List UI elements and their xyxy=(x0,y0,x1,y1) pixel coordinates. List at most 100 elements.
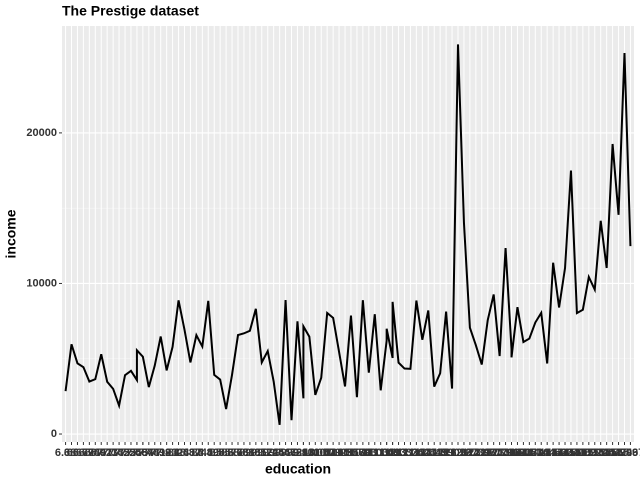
x-tick-label: 9.47 xyxy=(275,447,296,459)
x-tick-label: 11.32 xyxy=(391,447,418,459)
x-tick-label: 12.09 xyxy=(438,447,466,459)
x-tick-label: 8.24 xyxy=(168,447,190,459)
x-tick-label: 13.62 xyxy=(498,447,526,459)
x-tick-label: 11.03 xyxy=(361,447,388,459)
x-tick-label: 6.6 xyxy=(64,447,79,459)
x-tick-label: 9.17 xyxy=(251,447,272,459)
plot-panel xyxy=(62,26,634,442)
x-tick-label: 8.5 xyxy=(207,447,222,459)
x-tick-label: 11.13 xyxy=(379,447,406,459)
x-tick-label: 9.05 xyxy=(245,447,266,459)
x-tick-label: 14.15 xyxy=(510,447,538,459)
x-tick-label: 8.49 xyxy=(198,447,219,459)
x-tick-label: 10.05 xyxy=(302,447,330,459)
x-tick-label: 12.3 xyxy=(459,447,480,459)
chart-title: The Prestige dataset xyxy=(62,3,199,19)
x-tick-label: 14.36 xyxy=(522,447,550,459)
x-tick-label: 10.29 xyxy=(325,447,353,459)
x-tick-label: 11.04 xyxy=(367,447,395,459)
x-tick-label: 7.42 xyxy=(108,447,129,459)
x-tick-label: 12.26 xyxy=(444,447,472,459)
x-tick-label: 11.43 xyxy=(409,447,436,459)
x-tick-label: 8.1 xyxy=(165,447,180,459)
x-axis-label: education xyxy=(265,461,331,477)
x-tick-label: 14.44 xyxy=(527,447,555,459)
x-tick-label: 10.09 xyxy=(313,447,341,459)
x-tick-label: 15.21 xyxy=(575,447,603,459)
x-tick-label: 7.54 xyxy=(120,447,142,459)
x-tick-label: 7.64 xyxy=(132,447,154,459)
x-tick-label: 11.2 xyxy=(388,447,409,459)
x-tick-label: 14.5 xyxy=(536,447,557,459)
x-tick-label: 8.6 xyxy=(218,447,233,459)
x-tick-label: 7.64 xyxy=(132,447,154,459)
x-tick-label: 10.07 xyxy=(307,447,335,459)
x-tick-label: 12.27 xyxy=(450,447,478,459)
y-tick-label: 20000 xyxy=(26,127,57,139)
x-tick-label: 6.92 xyxy=(91,447,112,459)
y-tick-label: 0 xyxy=(51,428,57,440)
x-tick-label: 15.22 xyxy=(581,447,609,459)
x-tick-label: 8.88 xyxy=(239,447,260,459)
x-tick-label: 12.71 xyxy=(474,447,502,459)
x-tick-label: 15.44 xyxy=(587,447,615,459)
x-tick-label: 14.21 xyxy=(516,447,544,459)
x-tick-label: 7.58 xyxy=(126,447,147,459)
x-tick-label: 9.22 xyxy=(257,447,278,459)
x-tick-label: 8.37 xyxy=(180,447,201,459)
x-tick-label: 10.64 xyxy=(343,447,371,459)
x-tick-label: 8.81 xyxy=(233,447,254,459)
x-tick-label: 14.62 xyxy=(545,447,573,459)
x-tick-label: 9.45 xyxy=(263,447,284,459)
x-tick-label: 9.84 xyxy=(287,447,309,459)
x-tick-label: 10 xyxy=(303,447,315,459)
x-tick-label: 8.33 xyxy=(174,447,195,459)
x-tick-label: 7.74 xyxy=(138,447,160,459)
x-tick-label: 8.4 xyxy=(189,447,205,459)
x-tick-label: 7.33 xyxy=(102,447,123,459)
x-tick-label: 11.6 xyxy=(436,447,457,459)
x-tick-label: 7.81 xyxy=(144,447,165,459)
x-tick-label: 14.71 xyxy=(557,447,585,459)
x-tick-label: 7.11 xyxy=(97,447,118,459)
x-tick-label: 11.42 xyxy=(403,447,430,459)
x-tick-label: 11.36 xyxy=(397,447,424,459)
x-tick-label: 15.09 xyxy=(569,447,597,459)
x-tick-label: 8.76 xyxy=(221,447,242,459)
x-tick-label: 6.38 xyxy=(55,447,76,459)
x-tick-label: 6.69 xyxy=(73,447,94,459)
x-tick-label: 9.46 xyxy=(269,447,290,459)
x-tick-label: 12.77 xyxy=(480,447,508,459)
x-tick-label: 6.74 xyxy=(79,447,101,459)
x-tick-label: 15.97 xyxy=(617,447,640,459)
x-tick-label: 15.77 xyxy=(599,447,627,459)
data-line xyxy=(64,44,632,425)
x-tick-label: 9.93 xyxy=(293,447,314,459)
x-tick-label: 8.43 xyxy=(192,447,213,459)
y-tick-label: 10000 xyxy=(26,277,57,289)
x-tick-label: 9.93 xyxy=(293,447,314,459)
x-tick-label: 11 xyxy=(363,447,375,459)
x-tick-label: 11.44 xyxy=(415,447,443,459)
x-tick-label: 15.94 xyxy=(605,447,633,459)
x-tick-label: 6.84 xyxy=(85,447,107,459)
x-tick-label: 12.79 xyxy=(486,447,514,459)
x-tick-label: 13.11 xyxy=(492,447,519,459)
x-tick-label: 10.57 xyxy=(337,447,365,459)
x-tick-label: 9.62 xyxy=(281,447,302,459)
x-tick-label: 12.39 xyxy=(462,447,490,459)
x-tick-label: 11.49 xyxy=(421,447,448,459)
x-tick-label: 15.08 xyxy=(563,447,591,459)
x-tick-label: 15.64 xyxy=(593,447,621,459)
x-tick-label: 15.96 xyxy=(611,447,639,459)
x-tick-label: 10.93 xyxy=(349,447,377,459)
x-tick-label: 12.46 xyxy=(468,447,496,459)
x-tick-label: 7.93 xyxy=(156,447,177,459)
x-tick-label: 11.13 xyxy=(379,447,406,459)
x-tick-label: 10.1 xyxy=(322,447,343,459)
x-tick-label: 10.51 xyxy=(331,447,359,459)
x-tick-label: 7.52 xyxy=(114,447,135,459)
x-tick-label: 11.09 xyxy=(373,447,400,459)
x-tick-label: 11.59 xyxy=(427,447,454,459)
